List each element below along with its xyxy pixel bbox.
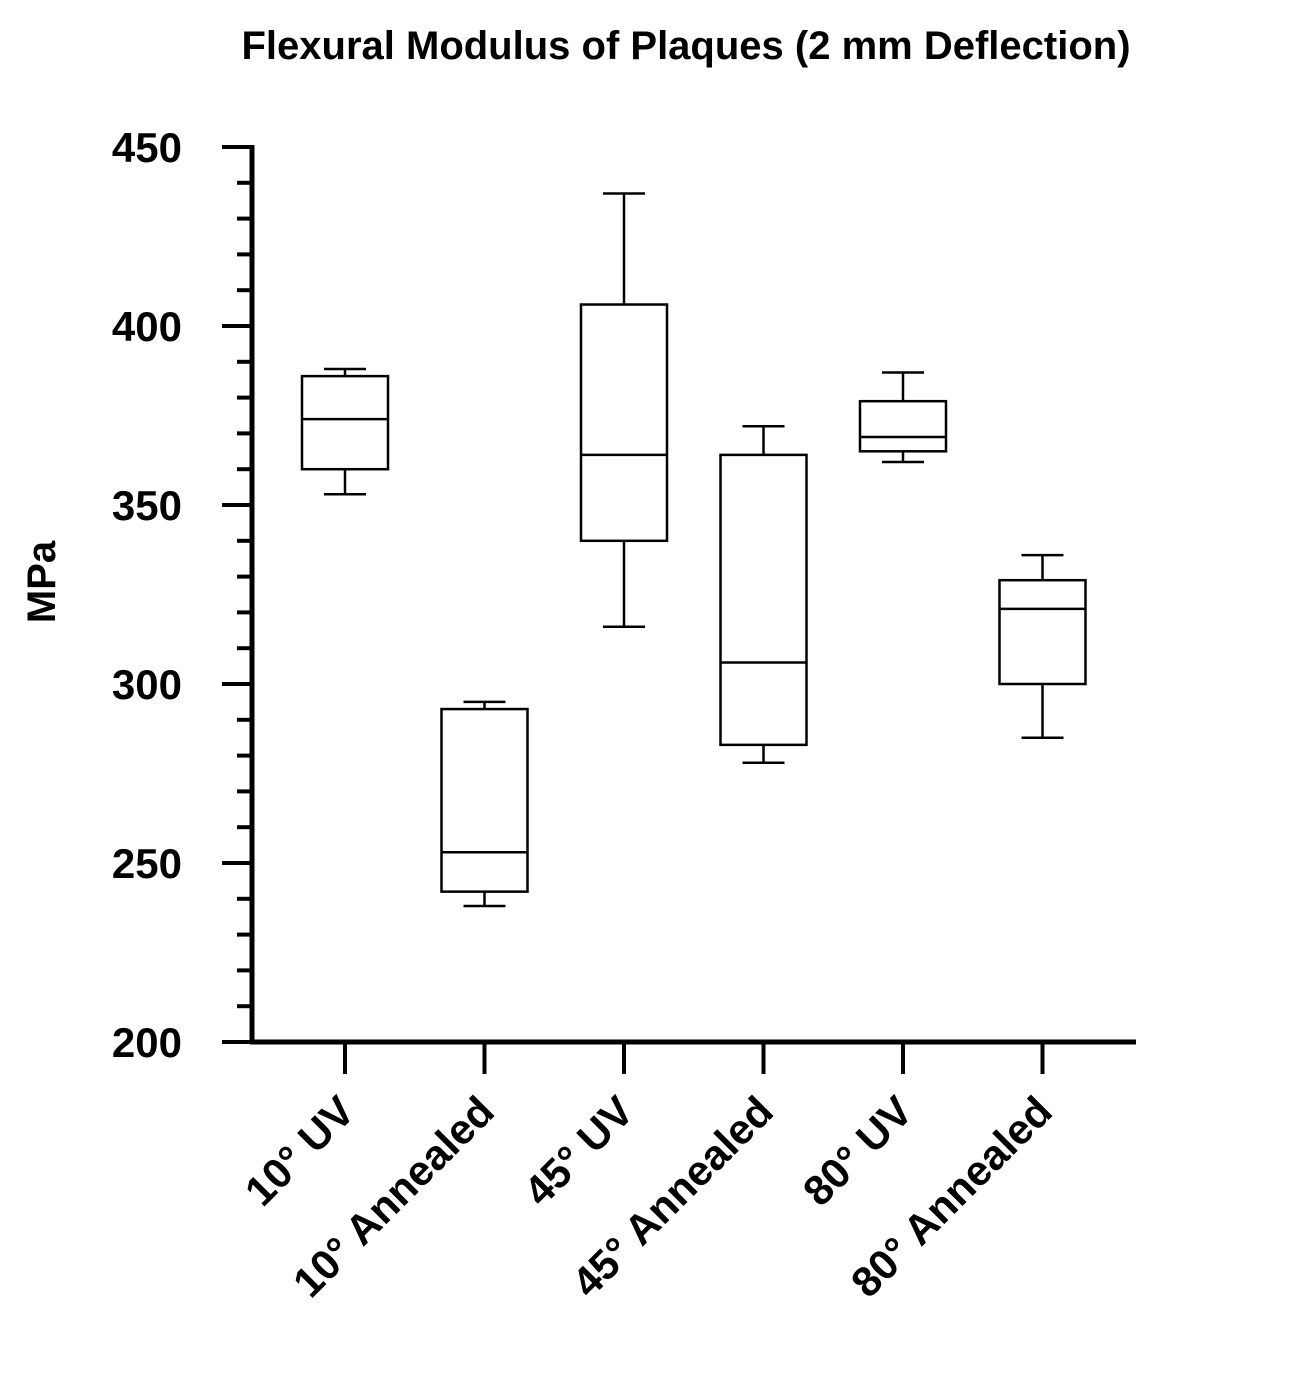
box-iqr [300, 374, 390, 471]
y-tick-label: 400 [112, 303, 182, 350]
y-axis-label: MPa [20, 540, 64, 623]
box-plot [300, 367, 390, 496]
chart-title: Flexural Modulus of Plaques (2 mm Deflec… [241, 24, 1130, 68]
box-plots [300, 192, 1087, 908]
box-iqr [998, 578, 1087, 686]
y-tick-label: 450 [112, 124, 182, 171]
axes: 200 250 300 350 400 450 [112, 124, 1136, 1074]
x-tick-label: 10° UV [236, 1087, 364, 1215]
x-tick-label: 80° UV [794, 1087, 922, 1215]
box-plot [719, 424, 808, 765]
y-tick-label: 350 [112, 482, 182, 529]
x-tick-label: 45° UV [515, 1087, 643, 1215]
box-plot [579, 192, 669, 628]
box-iqr [440, 707, 529, 893]
box-plot [998, 553, 1087, 739]
y-tick-label: 300 [112, 661, 182, 708]
box-iqr [579, 303, 669, 543]
box-iqr [719, 453, 808, 747]
box-iqr [858, 399, 948, 453]
box-plot [858, 371, 948, 464]
box-plot [440, 700, 529, 908]
y-tick-label: 250 [112, 840, 182, 887]
y-tick-label: 200 [112, 1019, 182, 1066]
